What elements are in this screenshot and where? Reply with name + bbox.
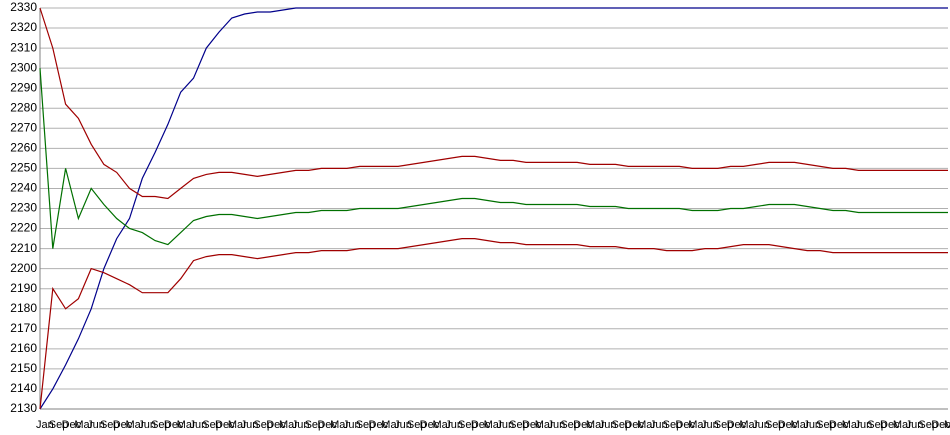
x-tick-label: Dec [624, 419, 644, 431]
x-tick-label: Dec [573, 419, 593, 431]
y-tick-label: 2250 [10, 161, 37, 175]
x-tick-label: Sep [253, 419, 273, 431]
x-tick-label: Mar [330, 419, 349, 431]
x-tick-label: Dec [62, 419, 82, 431]
x-tick-label: Jun [496, 419, 514, 431]
x-tick-label: Sep [407, 419, 427, 431]
x-tick-label: Sep [611, 419, 631, 431]
y-tick-label: 2290 [10, 80, 37, 94]
x-tick-label: Mar [944, 419, 950, 431]
x-tick-label: Dec [880, 419, 900, 431]
x-tick-label: Dec [675, 419, 695, 431]
x-tick-label: Mar [637, 419, 656, 431]
y-tick-label: 2140 [10, 381, 37, 395]
x-tick-label: Sep [509, 419, 529, 431]
x-tick-label: Dec [215, 419, 235, 431]
y-tick-label: 2270 [10, 120, 37, 134]
y-tick-label: 2210 [10, 241, 37, 255]
x-tick-label: Dec [931, 419, 950, 431]
y-tick-label: 2180 [10, 301, 37, 315]
x-tick-label: Mar [535, 419, 554, 431]
series-line [39, 238, 948, 410]
x-tick-label: Jan [36, 419, 54, 431]
x-tick-label: Sep [305, 419, 325, 431]
y-tick-label: 2300 [10, 60, 37, 74]
x-tick-label: Mar [381, 419, 400, 431]
x-tick-label: Mar [842, 419, 861, 431]
x-tick-label: Mar [791, 419, 810, 431]
x-tick-label: Jun [138, 419, 156, 431]
x-tick-label: Sep [765, 419, 785, 431]
x-tick-label: Mar [126, 419, 145, 431]
x-tick-label: Sep [714, 419, 734, 431]
y-tick-label: 2220 [10, 221, 37, 235]
y-tick-label: 2170 [10, 321, 37, 335]
x-tick-label: Sep [49, 419, 69, 431]
x-tick-label: Jun [701, 419, 719, 431]
x-tick-label: Sep [202, 419, 222, 431]
x-tick-label: Mar [586, 419, 605, 431]
x-tick-label: Sep [867, 419, 887, 431]
series-line [39, 7, 948, 410]
y-tick-label: 2230 [10, 201, 37, 215]
x-tick-label: Jun [599, 419, 617, 431]
x-tick-label: Sep [560, 419, 580, 431]
x-tick-label: Dec [778, 419, 798, 431]
x-tick-label: Mar [893, 419, 912, 431]
x-tick-label: Jun [189, 419, 207, 431]
y-tick-label: 2240 [10, 181, 37, 195]
y-tick-label: 2320 [10, 20, 37, 34]
x-tick-label: Jun [241, 419, 259, 431]
x-tick-label: Mar [279, 419, 298, 431]
x-tick-label: Jun [803, 419, 821, 431]
x-tick-label: Jun [445, 419, 463, 431]
series-line [39, 68, 948, 249]
x-tick-label: Dec [369, 419, 389, 431]
x-tick-label: Mar [432, 419, 451, 431]
x-tick-label: Dec [727, 419, 747, 431]
x-tick-label: Jun [906, 419, 924, 431]
x-tick-label: Dec [266, 419, 286, 431]
x-tick-label: Mar [74, 419, 93, 431]
x-tick-label: Mar [177, 419, 196, 431]
x-tick-label: Dec [164, 419, 184, 431]
x-tick-label: Jun [394, 419, 412, 431]
y-tick-label: 2150 [10, 361, 37, 375]
x-tick-label: Dec [471, 419, 491, 431]
x-tick-label: Mar [228, 419, 247, 431]
y-tick-label: 2190 [10, 281, 37, 295]
x-tick-label: Dec [829, 419, 849, 431]
y-tick-label: 2130 [10, 401, 37, 415]
y-tick-label: 2160 [10, 341, 37, 355]
x-tick-label: Sep [151, 419, 171, 431]
x-tick-label: Sep [663, 419, 683, 431]
x-tick-label: Jun [650, 419, 668, 431]
x-tick-label: Sep [100, 419, 120, 431]
x-tick-label: Jun [292, 419, 310, 431]
x-tick-label: Mar [484, 419, 503, 431]
x-tick-label: Mar [688, 419, 707, 431]
y-tick-label: 2330 [10, 0, 37, 14]
y-tick-label: 2260 [10, 141, 37, 155]
y-tick-label: 2200 [10, 261, 37, 275]
x-tick-label: Sep [356, 419, 376, 431]
x-tick-label: Dec [317, 419, 337, 431]
x-tick-label: Sep [816, 419, 836, 431]
x-tick-label: Jun [343, 419, 361, 431]
y-tick-label: 2280 [10, 100, 37, 114]
x-tick-label: Jun [752, 419, 770, 431]
x-tick-label: Jun [548, 419, 566, 431]
series-line [39, 7, 948, 200]
x-tick-label: Dec [113, 419, 133, 431]
x-tick-label: Sep [458, 419, 478, 431]
x-tick-label: Jun [87, 419, 105, 431]
x-tick-label: Sep [918, 419, 938, 431]
x-tick-label: Dec [420, 419, 440, 431]
x-tick-label: Jun [854, 419, 872, 431]
y-tick-label: 2310 [10, 40, 37, 54]
x-tick-label: Mar [739, 419, 758, 431]
x-tick-label: Dec [522, 419, 542, 431]
